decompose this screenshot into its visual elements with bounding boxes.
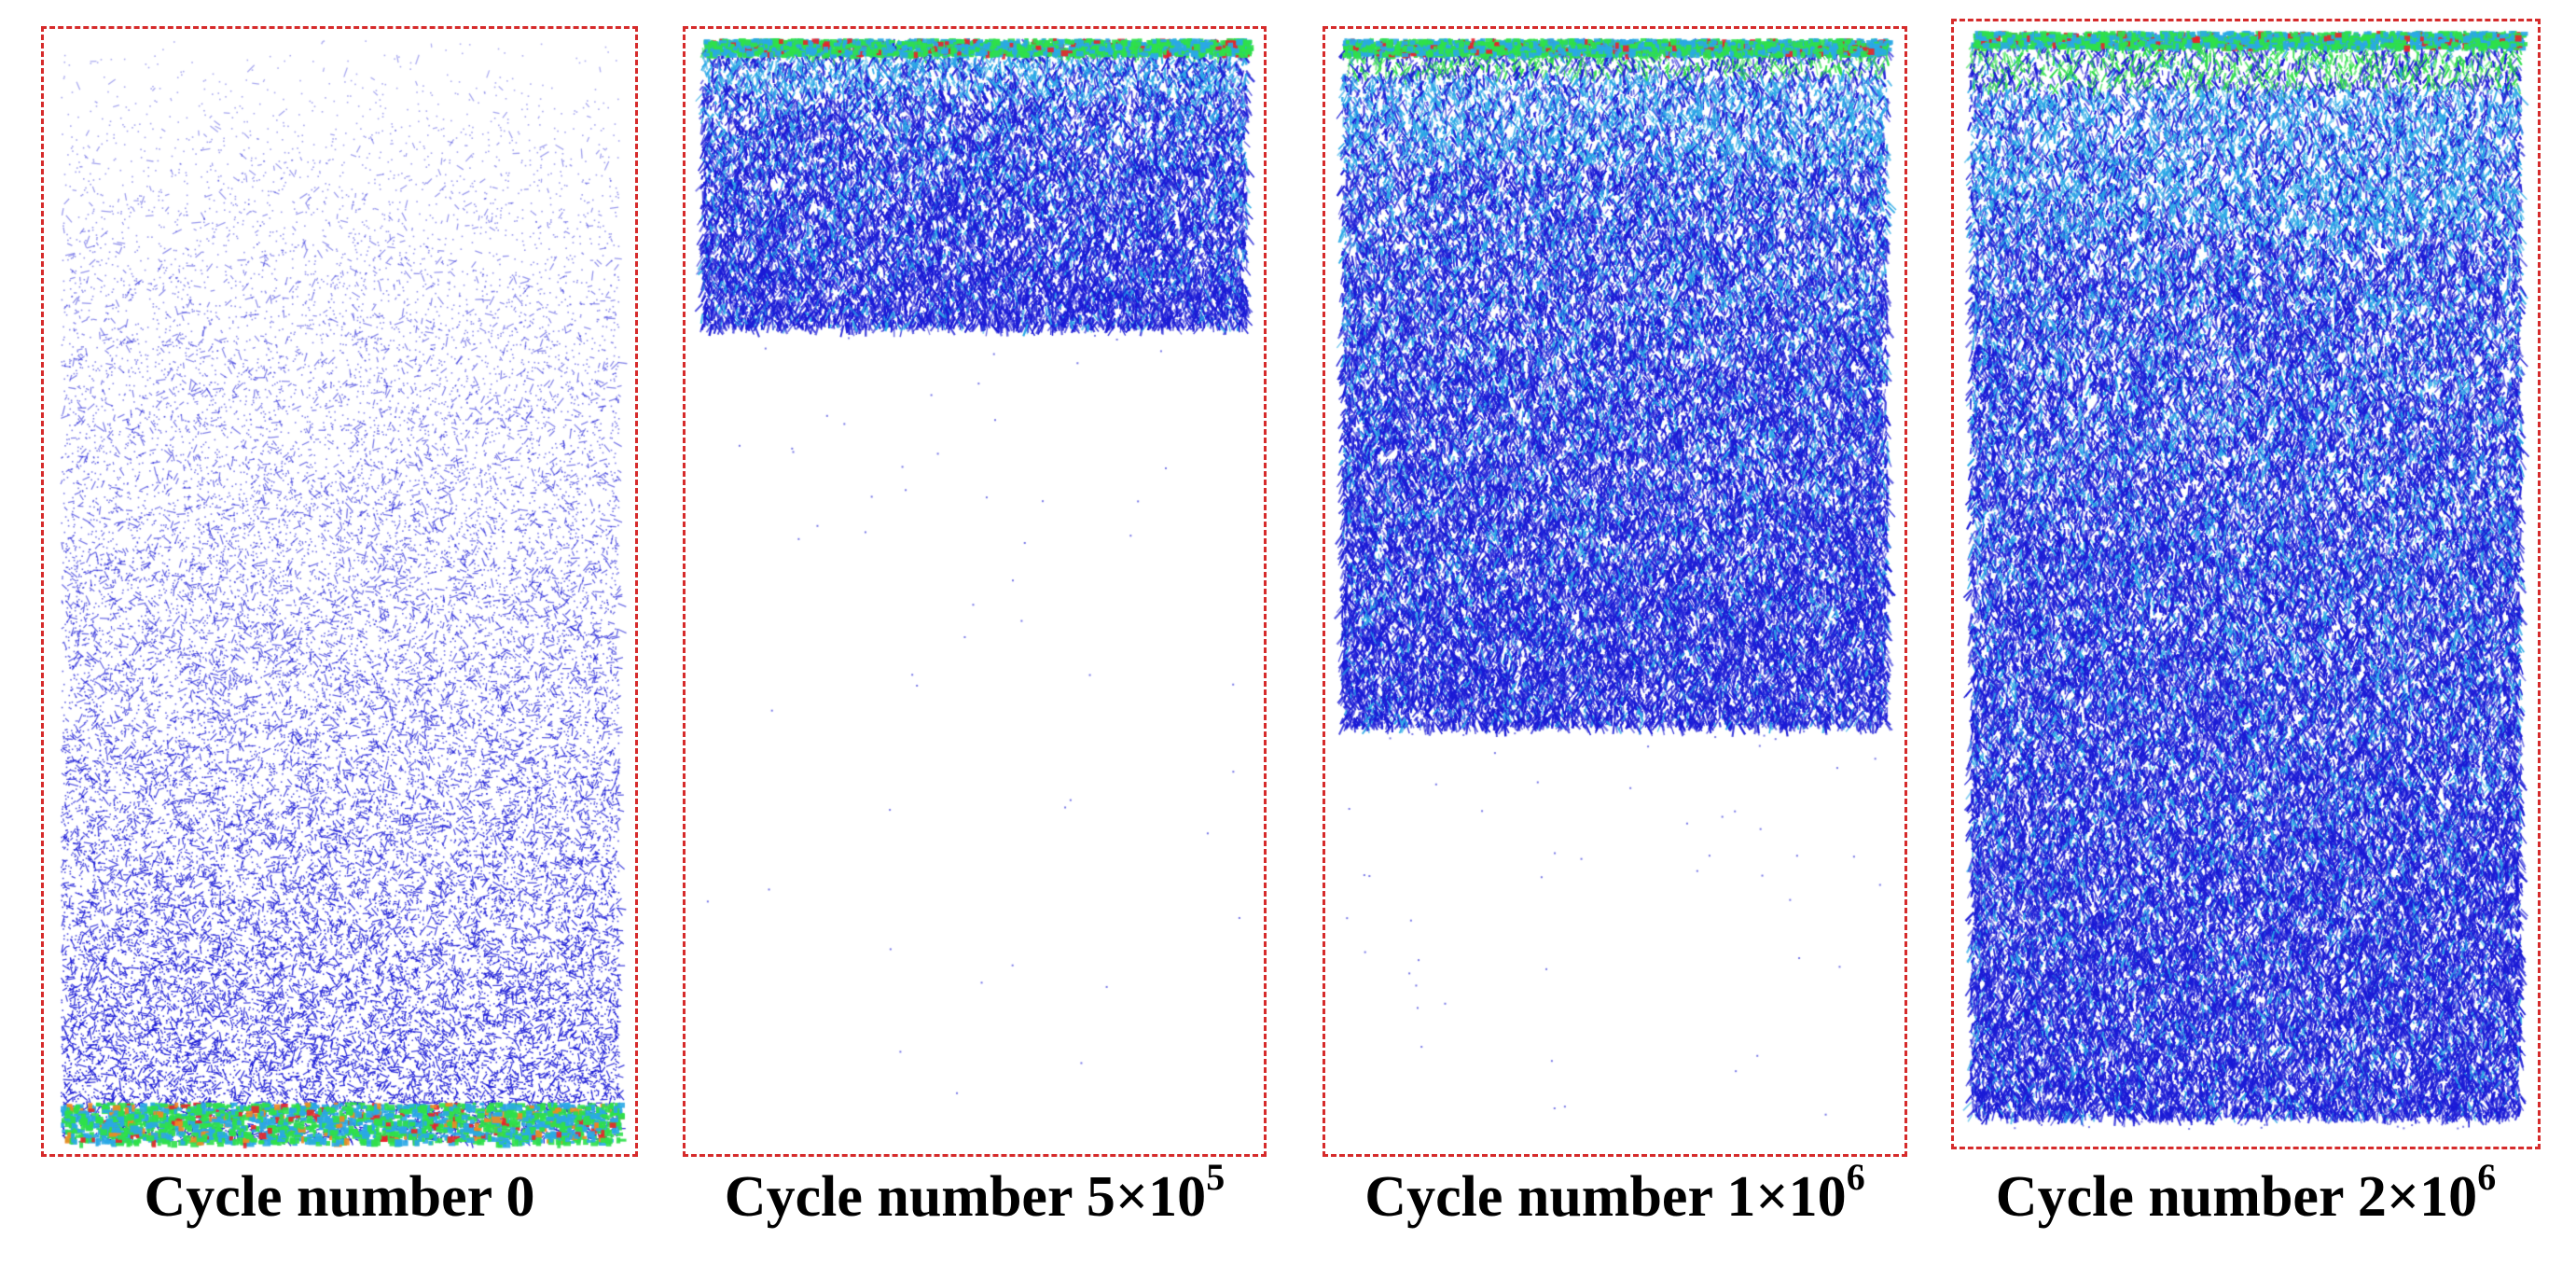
caption-cycle-2e6: Cycle number 2×106	[1951, 1159, 2541, 1248]
caption-cycle-5e5: Cycle number 5×105	[683, 1159, 1267, 1248]
particle-image-cycle-2e6	[1954, 21, 2538, 1147]
caption-prefix: Cycle number	[724, 1165, 1087, 1229]
caption-prefix: Cycle number	[144, 1165, 506, 1229]
caption-exponent: 6	[2477, 1156, 2497, 1198]
panel-cycle-5e5	[683, 26, 1267, 1157]
caption-exponent: 6	[1846, 1156, 1865, 1198]
caption-cycle-1e6: Cycle number 1×106	[1323, 1159, 1907, 1248]
particle-image-cycle-5e5	[686, 29, 1264, 1154]
panel-cycle-1e6	[1323, 26, 1907, 1157]
caption-value: 1×10	[1726, 1165, 1847, 1229]
caption-prefix: Cycle number	[1364, 1165, 1727, 1229]
caption-value: 0	[506, 1165, 535, 1229]
particle-image-cycle-1e6	[1325, 29, 1904, 1154]
caption-prefix: Cycle number	[1995, 1165, 2358, 1229]
caption-value: 5×10	[1086, 1165, 1207, 1229]
caption-value: 2×10	[2357, 1165, 2478, 1229]
caption-cycle-0: Cycle number 0	[41, 1164, 638, 1248]
particle-image-cycle-0	[44, 29, 635, 1154]
panel-cycle-2e6	[1951, 19, 2541, 1149]
caption-exponent: 5	[1206, 1156, 1226, 1198]
panel-cycle-0	[41, 26, 638, 1157]
